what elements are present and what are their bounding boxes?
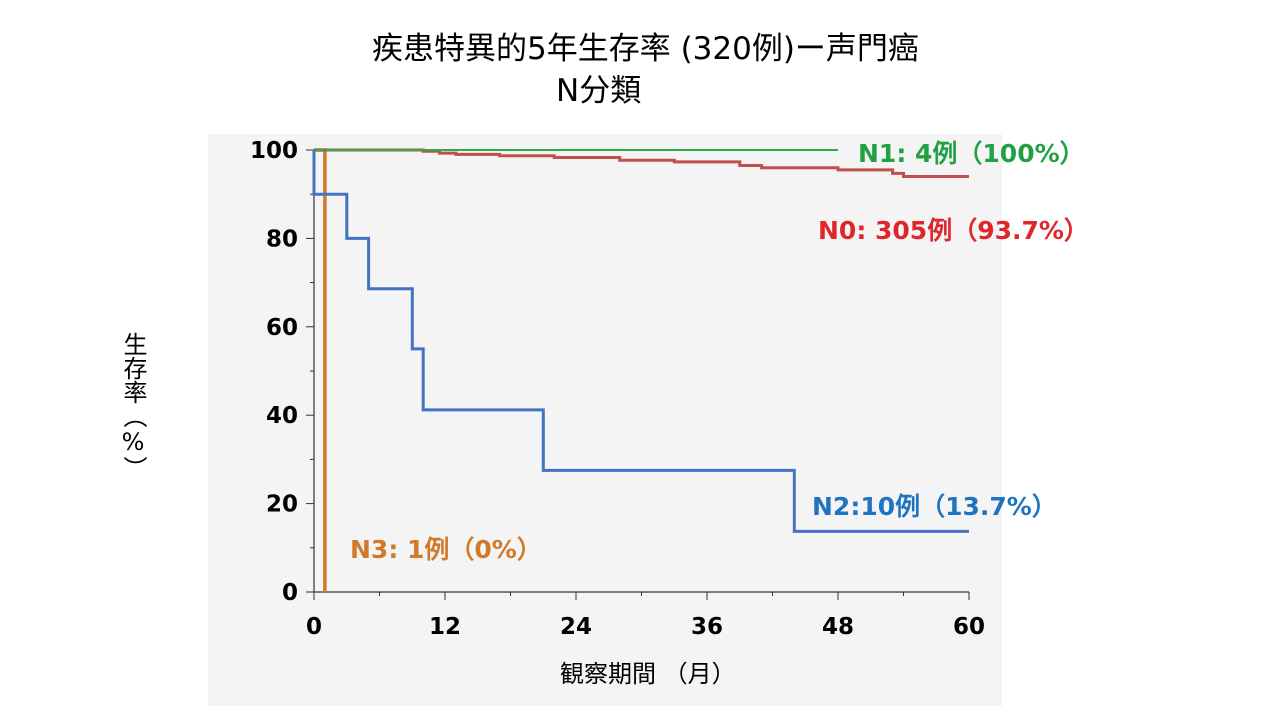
x-tick-label: 24 bbox=[560, 614, 592, 640]
chart-title-line1: 疾患特異的5年生存率 (320例)ー声門癌 bbox=[372, 31, 919, 67]
x-tick-label: 0 bbox=[306, 614, 322, 640]
series-label-n0: N0: 305例（93.7%） bbox=[818, 216, 1089, 245]
y-tick-label: 100 bbox=[250, 138, 298, 164]
x-axis-label: 観察期間 （月） bbox=[560, 660, 736, 688]
series-group bbox=[312, 148, 969, 592]
series-label-n3: N3: 1例（0%） bbox=[350, 535, 542, 564]
chart-title-line2: N分類 bbox=[556, 73, 642, 109]
x-tick-label: 36 bbox=[691, 614, 723, 640]
y-tick-label: 40 bbox=[266, 403, 298, 429]
y-tick-label: 60 bbox=[266, 315, 298, 341]
x-tick-label: 60 bbox=[953, 614, 985, 640]
series-line-n2 bbox=[312, 150, 969, 533]
x-tick-label: 12 bbox=[429, 614, 461, 640]
y-tick-label: 20 bbox=[266, 492, 298, 518]
axes: 0 20 40 60 80 100 0 12 24 36 48 60 bbox=[250, 138, 985, 640]
x-tick-label: 48 bbox=[822, 614, 854, 640]
plot-background bbox=[208, 134, 1002, 706]
y-tick-label: 80 bbox=[266, 226, 298, 252]
series-label-n2: N2:10例（13.7%） bbox=[812, 492, 1057, 521]
series-annotations: N1: 4例（100%） N0: 305例（93.7%） N2:10例（13.7%）… bbox=[350, 139, 1089, 564]
y-tick-label: 0 bbox=[282, 580, 298, 606]
series-line-n0 bbox=[314, 148, 969, 178]
series-label-n1: N1: 4例（100%） bbox=[858, 139, 1085, 168]
y-axis-label: 生存率（%） bbox=[119, 332, 147, 480]
